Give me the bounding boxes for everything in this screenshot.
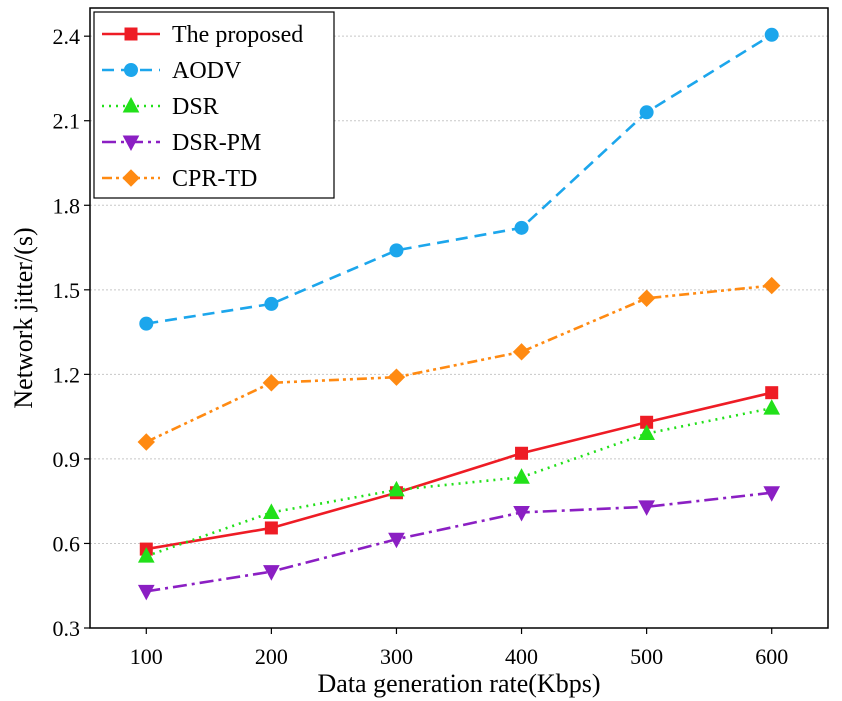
series-aodv — [139, 27, 779, 331]
series-line-cpr-td — [145, 284, 772, 444]
legend-item-aodv: AODV — [102, 58, 242, 84]
legend-label: The proposed — [172, 22, 303, 48]
x-tick-label: 600 — [755, 644, 788, 669]
legend: The proposed AODV DSR DSR-PM CPR-TD — [93, 11, 335, 199]
x-tick-label: 400 — [505, 644, 538, 669]
y-tick-label: 1.8 — [53, 193, 81, 218]
series-layer — [137, 27, 781, 601]
x-tick-label: 300 — [380, 644, 413, 669]
data-point-cpr-td — [137, 433, 155, 451]
legend-label: DSR — [172, 94, 219, 120]
legend-item-dsr-pm: DSR-PM — [102, 130, 261, 156]
x-axis-label: Data generation rate(Kbps) — [318, 669, 601, 698]
data-point-cpr-td — [387, 368, 406, 386]
data-point-the-proposed — [515, 446, 529, 460]
y-axis-label: Network jitter/(s) — [9, 227, 38, 408]
legend-item-the-proposed: The proposed — [102, 22, 303, 48]
series-cpr-td — [137, 276, 781, 451]
data-point-cpr-td — [512, 343, 531, 361]
legend-label: CPR-TD — [172, 166, 257, 192]
series-dsr-pm — [137, 486, 781, 601]
axis-ticks: 0.3 0.6 0.9 1.2 1.5 1.8 2.1 2.4 100 200 300 400 500 6… — [53, 24, 789, 669]
data-point-dsr-pm — [388, 532, 405, 549]
series-the-proposed — [139, 386, 779, 556]
x-tick-label: 100 — [130, 644, 163, 669]
x-tick-label: 500 — [630, 644, 663, 669]
data-point-dsr — [763, 399, 781, 415]
legend-marker — [122, 96, 140, 113]
data-point-aodv — [264, 296, 279, 311]
data-point-dsr — [388, 480, 405, 497]
data-point-dsr-pm — [263, 565, 280, 581]
x-tick-label: 200 — [255, 644, 288, 669]
legend-label: AODV — [172, 58, 242, 84]
data-point-dsr — [263, 503, 280, 519]
data-point-dsr — [638, 424, 655, 441]
data-point-aodv — [389, 243, 404, 258]
y-tick-label: 0.9 — [53, 447, 81, 472]
series-line-aodv — [146, 33, 773, 325]
data-point-dsr-pm — [763, 486, 781, 502]
data-point-dsr-pm — [638, 500, 655, 516]
legend-marker — [122, 169, 140, 187]
legend-label: DSR-PM — [172, 130, 261, 156]
data-point-aodv — [639, 105, 654, 120]
data-point-the-proposed — [765, 386, 779, 400]
data-point-dsr — [513, 468, 530, 484]
legend-marker — [124, 27, 138, 41]
y-tick-label: 1.5 — [53, 278, 81, 303]
data-point-aodv — [514, 220, 529, 235]
series-dsr — [137, 399, 781, 563]
legend-marker — [122, 135, 140, 152]
y-tick-label: 2.4 — [53, 24, 81, 49]
legend-marker — [124, 63, 138, 77]
series-line-dsr — [145, 406, 772, 558]
legend-item-cpr-td: CPR-TD — [102, 166, 257, 192]
data-point-aodv — [139, 316, 154, 331]
data-point-cpr-td — [262, 374, 281, 392]
data-point-dsr — [137, 547, 155, 563]
data-point-dsr-pm — [513, 505, 530, 522]
data-point-the-proposed — [264, 521, 278, 535]
legend-item-dsr: DSR — [102, 94, 219, 120]
y-tick-label: 0.6 — [53, 531, 81, 556]
data-point-aodv — [764, 27, 779, 42]
y-tick-label: 0.3 — [53, 616, 81, 641]
plot-frame — [89, 7, 829, 629]
series-line-dsr-pm — [146, 491, 772, 593]
series-line-the-proposed — [146, 391, 773, 551]
data-point-cpr-td — [637, 289, 656, 307]
data-point-dsr-pm — [137, 584, 155, 601]
data-point-cpr-td — [763, 276, 781, 295]
y-tick-label: 1.2 — [53, 362, 81, 387]
y-tick-label: 2.1 — [53, 109, 81, 134]
